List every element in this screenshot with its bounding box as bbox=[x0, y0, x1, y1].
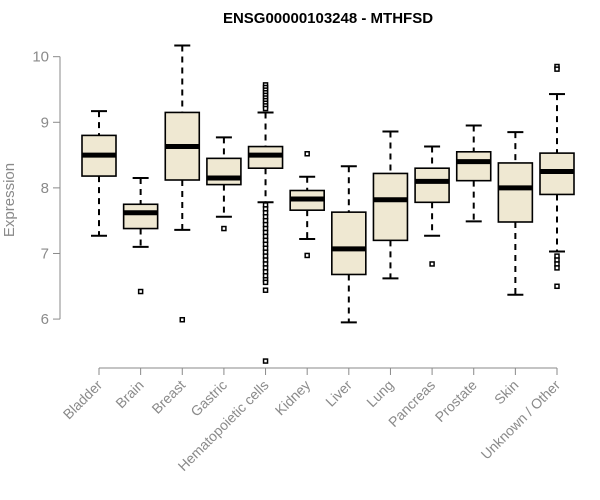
x-tick-label: Breast bbox=[148, 377, 188, 417]
y-axis-label: Expression bbox=[1, 163, 18, 237]
box-group bbox=[372, 130, 409, 280]
x-tick-label: Kidney bbox=[272, 377, 314, 419]
outlier-point bbox=[179, 316, 186, 323]
box-group bbox=[247, 82, 284, 364]
box-group bbox=[331, 165, 367, 324]
box-iqr bbox=[497, 162, 534, 223]
box-iqr bbox=[206, 157, 242, 186]
outlier-point bbox=[429, 261, 435, 267]
y-tick-label: 8 bbox=[41, 180, 49, 197]
x-tick-label: Skin bbox=[491, 377, 522, 408]
y-tick-label: 10 bbox=[32, 49, 49, 66]
outlier-point bbox=[221, 225, 227, 232]
x-tick-label: Lung bbox=[363, 377, 396, 410]
y-axis: 6 7 8 9 10 bbox=[32, 49, 61, 328]
outlier-point bbox=[304, 151, 310, 157]
x-tick-label: Prostate bbox=[432, 377, 480, 425]
box-group bbox=[414, 145, 450, 267]
box-group bbox=[206, 136, 242, 232]
boxes-group bbox=[81, 44, 575, 364]
box-iqr bbox=[331, 211, 367, 276]
outlier-point bbox=[304, 252, 310, 259]
box-iqr bbox=[414, 167, 450, 204]
y-tick-label: 6 bbox=[41, 311, 49, 328]
outlier-point bbox=[554, 66, 560, 72]
y-tick-label: 7 bbox=[41, 245, 49, 262]
outlier-point bbox=[554, 265, 560, 271]
y-tick-label: 9 bbox=[41, 114, 49, 131]
box-group bbox=[122, 177, 159, 295]
x-tick-label: Brain bbox=[112, 377, 146, 411]
box-group bbox=[164, 44, 201, 323]
outlier-point bbox=[554, 283, 560, 290]
box-iqr bbox=[122, 203, 159, 230]
outlier-point bbox=[262, 358, 269, 364]
x-tick-label: Liver bbox=[322, 377, 355, 410]
box-iqr bbox=[372, 172, 409, 242]
outlier-point bbox=[262, 279, 269, 286]
box-iqr bbox=[455, 151, 492, 182]
box-group bbox=[289, 151, 325, 259]
outlier-point bbox=[262, 287, 269, 293]
x-tick-label: Unknown / Other bbox=[478, 377, 564, 463]
box-group bbox=[455, 124, 492, 223]
x-tick-label: Bladder bbox=[60, 377, 106, 423]
outlier-point bbox=[137, 288, 144, 295]
box-group bbox=[81, 110, 117, 237]
box-group bbox=[497, 131, 534, 296]
chart-title: ENSG00000103248 - MTHFSD bbox=[223, 10, 433, 27]
box-group bbox=[539, 63, 575, 290]
outlier-point bbox=[262, 105, 269, 112]
